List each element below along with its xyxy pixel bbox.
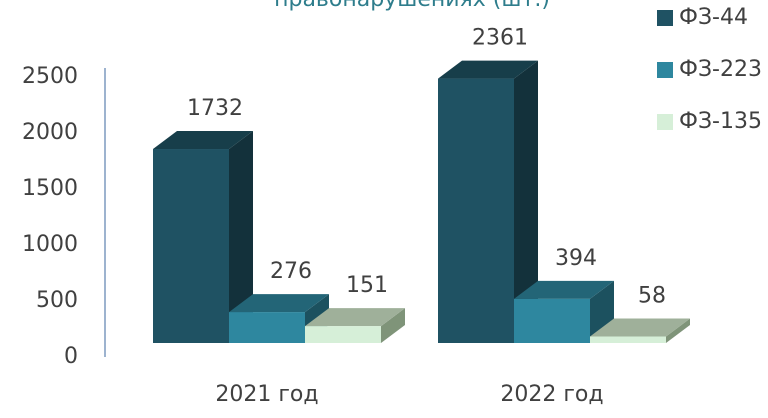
y-tick-label: 0 — [64, 344, 78, 369]
bar — [590, 336, 666, 343]
y-tick-label: 1500 — [22, 176, 78, 201]
legend-label: ФЗ-223 — [679, 57, 762, 82]
bar — [229, 312, 305, 343]
y-tick-label: 2000 — [22, 120, 78, 145]
data-label: 2361 — [472, 26, 528, 51]
bar — [305, 326, 381, 343]
chart-title: правонарушениях (шт.) — [274, 0, 550, 12]
bar-top — [590, 318, 690, 337]
legend-label: ФЗ-135 — [679, 109, 762, 134]
y-tick-label: 500 — [36, 288, 78, 313]
y-tick-label: 2500 — [22, 64, 78, 89]
bar-top — [514, 280, 614, 299]
bar — [438, 78, 514, 344]
data-label: 58 — [638, 284, 666, 309]
x-tick-label: 2022 год — [500, 382, 603, 407]
bar-top — [153, 131, 253, 150]
x-tick-label: 2021 год — [215, 382, 318, 407]
bar-side — [666, 318, 690, 343]
bar — [514, 298, 590, 343]
bar-side — [229, 131, 253, 343]
legend-swatch — [657, 10, 673, 26]
data-label: 276 — [270, 259, 312, 284]
y-tick-label: 1000 — [22, 232, 78, 257]
bar — [153, 149, 229, 343]
legend-label: ФЗ-44 — [679, 5, 748, 30]
data-label: 1732 — [187, 96, 243, 121]
data-label: 151 — [346, 273, 388, 298]
bar-side — [381, 308, 405, 343]
bar-top — [305, 308, 405, 327]
data-label: 394 — [555, 246, 597, 271]
bar-top — [438, 60, 538, 79]
bar-side — [514, 60, 538, 344]
legend-swatch — [657, 114, 673, 130]
bar-top — [229, 294, 329, 313]
legend-swatch — [657, 62, 673, 78]
